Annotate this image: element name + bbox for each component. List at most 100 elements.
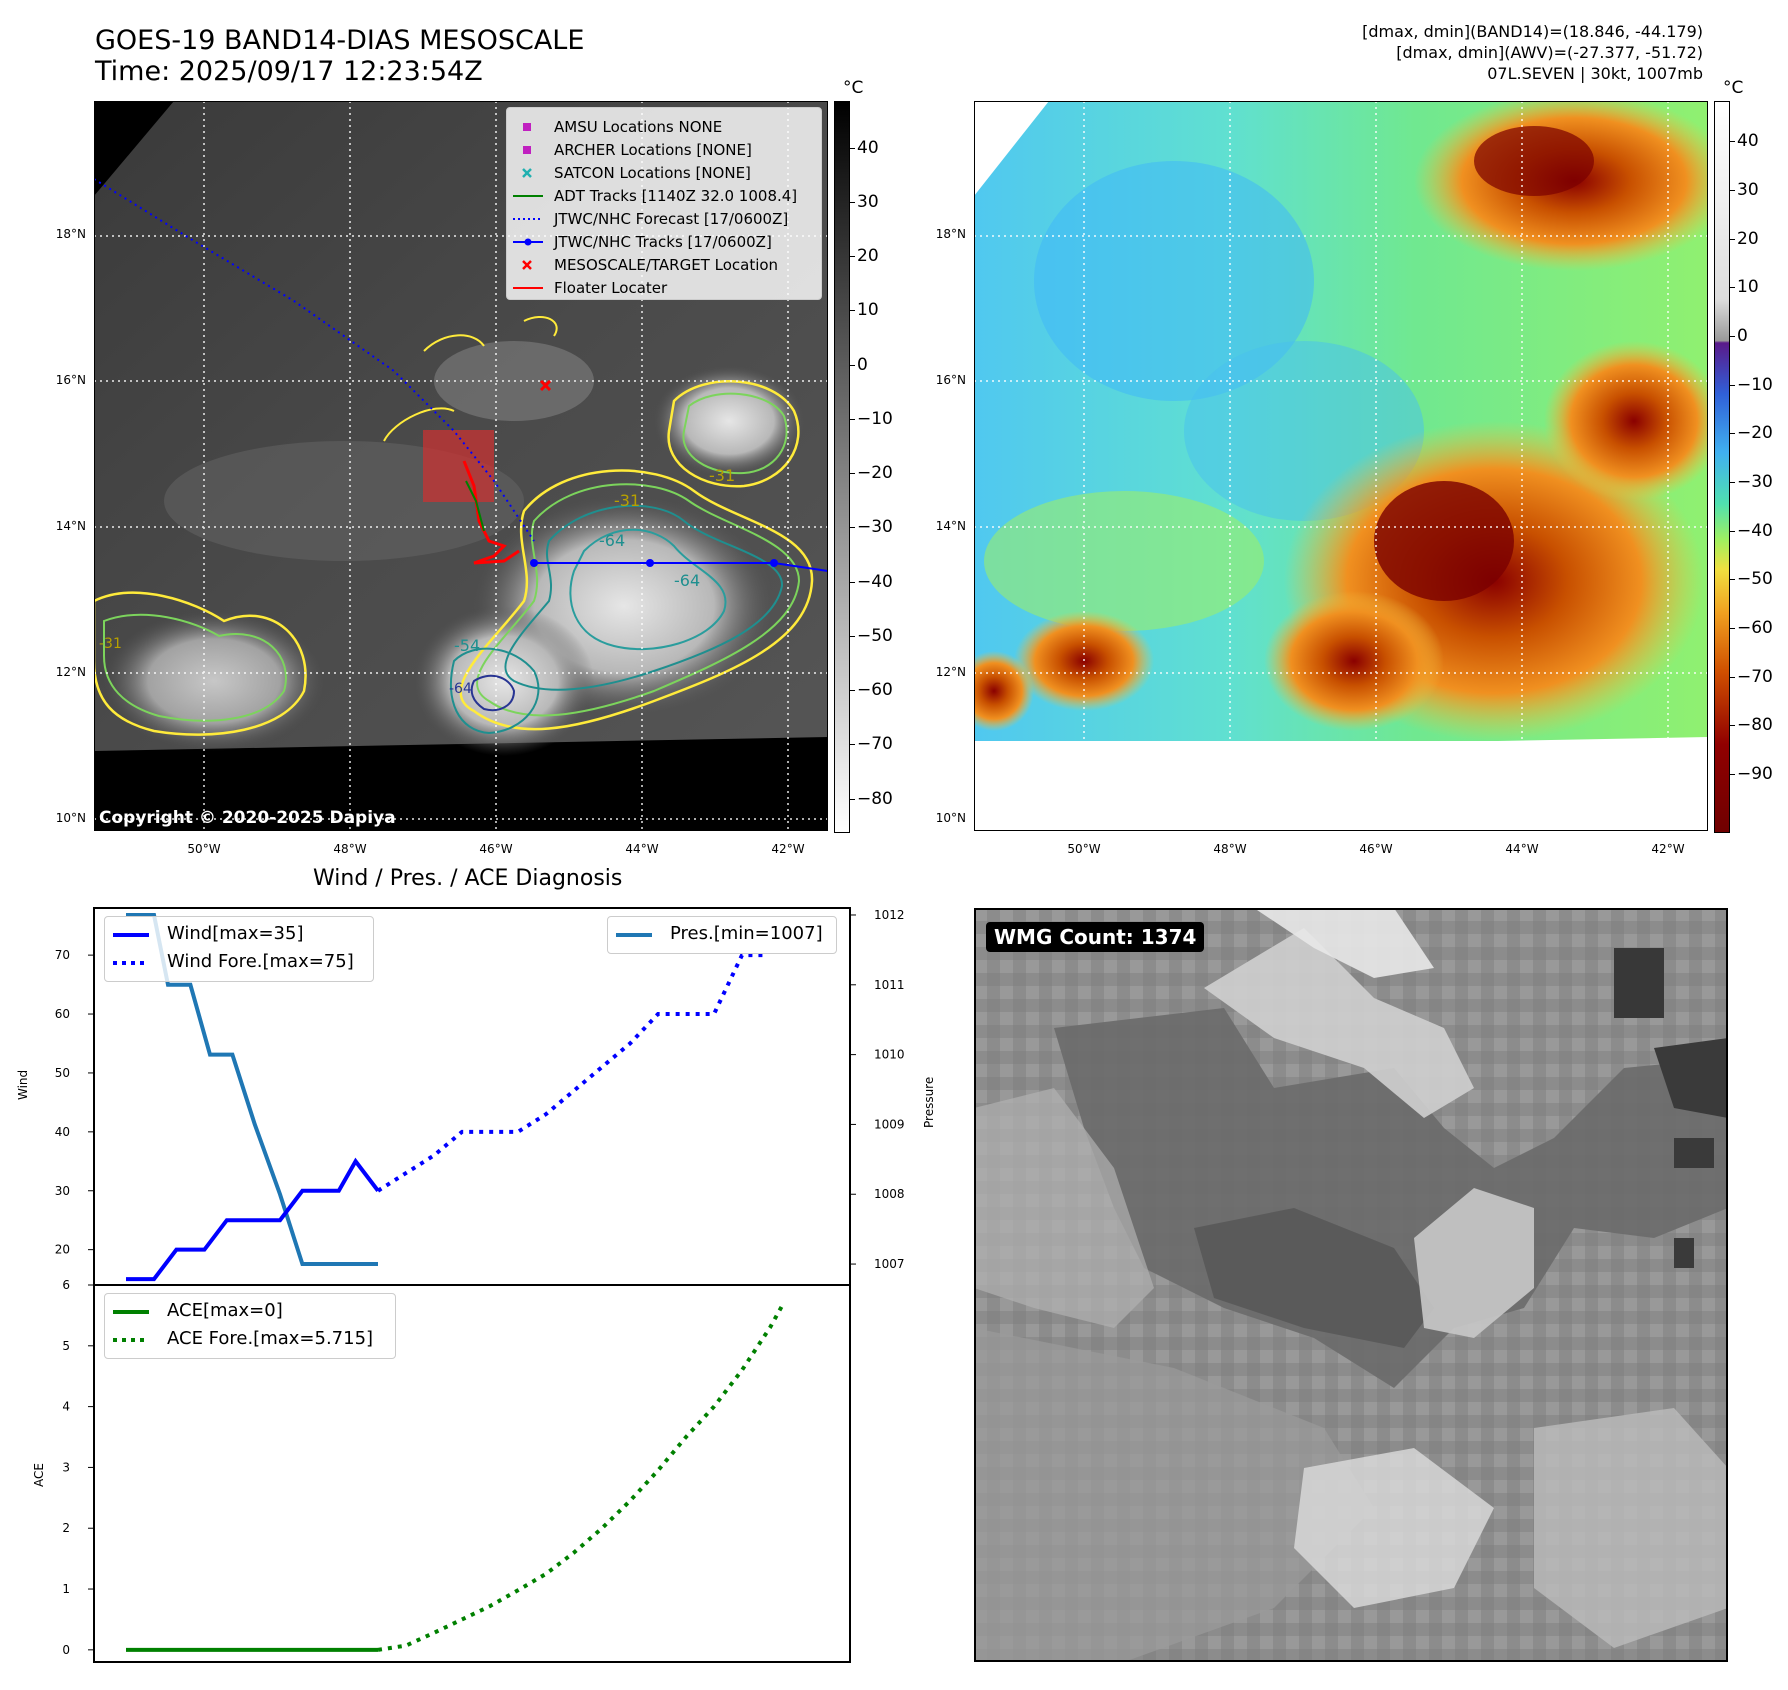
awv-map-image [974, 101, 1708, 831]
wind-tick-label: 70 [55, 948, 70, 962]
map-legend-label: MESOSCALE/TARGET Location [554, 256, 779, 274]
map-legend-label: JTWC/NHC Tracks [17/0600Z] [554, 233, 772, 251]
pressure-legend-label: Pres.[min=1007] [670, 923, 823, 944]
contour-label: -54 [454, 636, 481, 655]
colorbar-tick: 20 [857, 246, 879, 267]
colorbar-tick-mark [850, 581, 855, 583]
colorbar-tick: −30 [857, 517, 893, 538]
colorbar-tick: −50 [1737, 569, 1773, 590]
wind-forecast-legend-label: Wind Fore.[max=75] [167, 951, 354, 972]
ace-legend: ACE[max=0] ACE Fore.[max=5.715] [104, 1293, 396, 1359]
contour-label: -64 [599, 531, 626, 550]
colorbar-tick-mark [1730, 141, 1735, 143]
contour-label: -31 [99, 636, 122, 652]
left-colorbar [834, 101, 850, 833]
legend-marker-line-dot [513, 238, 543, 246]
colorbar-tick-mark [850, 310, 855, 312]
legend-marker-x [522, 260, 532, 270]
legend-marker-line [513, 287, 543, 289]
map-legend-label: AMSU Locations NONE [554, 118, 723, 136]
colorbar-tick: −10 [857, 408, 893, 429]
colorbar-tick-mark [1730, 481, 1735, 483]
colorbar-tick: 0 [857, 354, 868, 375]
colorbar-tick: −40 [857, 571, 893, 592]
lat-tick: 10°N [55, 811, 86, 825]
lon-tick: 42°W [1651, 842, 1685, 856]
colorbar-tick: 30 [1737, 179, 1759, 200]
colorbar-tick: −50 [857, 625, 893, 646]
legend-marker-dotted [513, 218, 543, 220]
colorbar-tick-mark [850, 473, 855, 475]
colorbar-tick-mark [850, 527, 855, 529]
colorbar-tick: 10 [1737, 277, 1759, 298]
map-legend-label: ARCHER Locations [NONE] [554, 141, 752, 159]
colorbar-tick: 30 [857, 191, 879, 212]
contour-label: -64 [449, 681, 472, 697]
info-line2: [dmax, dmin](AWV)=(-27.377, -51.72) [1396, 43, 1703, 62]
contour-label: -31 [709, 466, 736, 485]
ace-forecast-line [377, 1301, 786, 1652]
colorbar-tick: 20 [1737, 228, 1759, 249]
pressure-tick-label: 1010 [874, 1048, 905, 1062]
colorbar-tick: −60 [1737, 618, 1773, 639]
diagnosis-chart-svg: 7060504030201012101110101009100810076543… [55, 907, 905, 1663]
pressure-tick-label: 1008 [874, 1187, 905, 1201]
lon-tick: 50°W [1067, 842, 1101, 856]
ace-tick-label: 0 [62, 1643, 70, 1657]
lon-tick: 44°W [625, 842, 659, 856]
lon-tick: 48°W [1213, 842, 1247, 856]
awv-map-frame [974, 101, 1708, 831]
colorbar-tick: 40 [1737, 131, 1759, 152]
lon-tick: 42°W [771, 842, 805, 856]
ace-axis-label: ACE [32, 1463, 46, 1487]
wind-axis-label: Wind [16, 1069, 30, 1100]
ace-tick-label: 6 [62, 1278, 70, 1292]
wind-tick-label: 50 [55, 1066, 70, 1080]
colorbar-tick-mark [1730, 238, 1735, 240]
lat-tick: 14°N [935, 519, 966, 533]
colorbar-tick: −80 [857, 788, 893, 809]
colorbar-tick-mark [1730, 287, 1735, 289]
colorbar-tick-mark [1730, 189, 1735, 191]
awv-map-panel [974, 101, 1708, 831]
contour-label: -31 [614, 491, 641, 510]
colorbar-tick: −80 [1737, 715, 1773, 736]
colorbar-tick: −60 [857, 680, 893, 701]
right-colorbar-unit: °C [1723, 78, 1744, 98]
colorbar-tick-mark [850, 798, 855, 800]
pressure-legend: Pres.[min=1007] [607, 916, 837, 954]
pressure-tick-label: 1007 [874, 1257, 905, 1271]
lat-tick: 10°N [935, 811, 966, 825]
map-legend: AMSU Locations NONE ARCHER Locations [NON… [506, 107, 822, 300]
colorbar-tick-mark [850, 147, 855, 149]
wind-tick-label: 30 [55, 1184, 70, 1198]
lon-tick: 50°W [187, 842, 221, 856]
wind-tick-label: 20 [55, 1243, 70, 1257]
colorbar-tick: 0 [1737, 325, 1748, 346]
pressure-tick-label: 1012 [874, 908, 905, 922]
map-frame [94, 101, 828, 831]
lat-tick: 16°N [55, 373, 86, 387]
lat-tick: 12°N [55, 665, 86, 679]
wmg-image [974, 908, 1728, 1662]
colorbar-tick-mark [1730, 335, 1735, 337]
colorbar-tick-mark [850, 256, 855, 258]
wmg-frame [974, 908, 1728, 1662]
legend-marker-x [522, 168, 532, 178]
ace-tick-label: 5 [62, 1339, 70, 1353]
right-colorbar [1714, 101, 1730, 833]
lon-tick: 46°W [1359, 842, 1393, 856]
wind-tick-label: 60 [55, 1007, 70, 1021]
figure-title-line2: Time: 2025/09/17 12:23:54Z [95, 56, 483, 87]
info-line3: 07L.SEVEN | 30kt, 1007mb [1487, 64, 1703, 83]
colorbar-tick: −20 [857, 463, 893, 484]
legend-marker-square [523, 146, 531, 154]
colorbar-tick: −90 [1737, 764, 1773, 785]
colorbar-tick-mark [1730, 384, 1735, 386]
map-legend-label: SATCON Locations [NONE] [554, 164, 751, 182]
ace-tick-label: 1 [62, 1582, 70, 1596]
colorbar-tick-mark [850, 690, 855, 692]
ir-map-panel: -31 -31 -64 -64 -54 -31 -64 Copyright © … [94, 101, 828, 831]
legend-marker-square [523, 123, 531, 131]
ace-forecast-legend-label: ACE Fore.[max=5.715] [167, 1328, 374, 1349]
